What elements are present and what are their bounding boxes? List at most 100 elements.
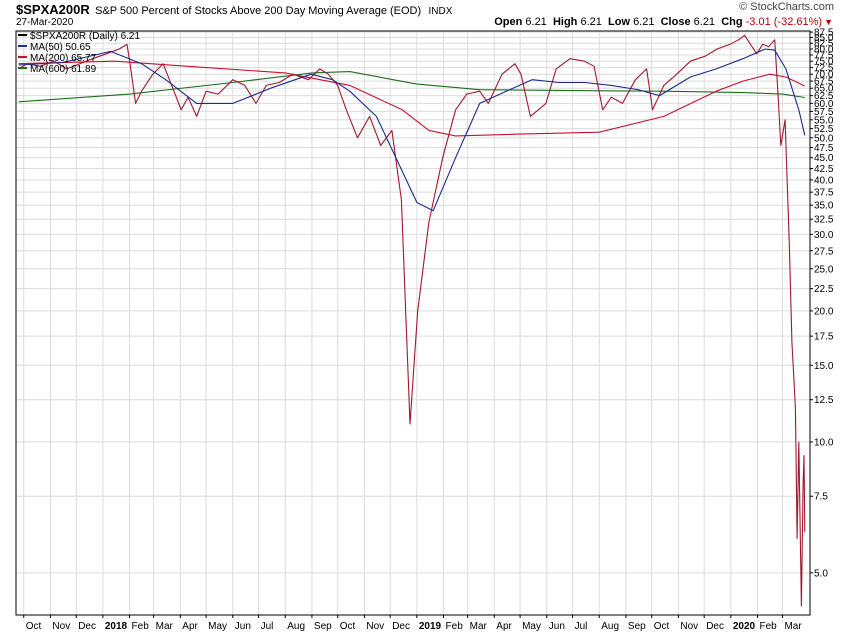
- price-line: [18, 34, 806, 607]
- exchange-label: INDX: [428, 6, 453, 17]
- y-tick-label: 42.5: [814, 164, 834, 175]
- x-tick-label: Mar: [784, 621, 802, 632]
- ma600-line: [18, 71, 805, 103]
- y-tick-label: 17.5: [814, 332, 834, 343]
- legend-item-ma200: MA(200) 65.77: [18, 53, 140, 64]
- plot-border: [15, 30, 811, 616]
- x-tick-label: Feb: [446, 621, 464, 632]
- y-tick-label: 75.0: [814, 57, 834, 68]
- y-tick-label: 67.5: [814, 77, 834, 88]
- y-tick-label: 87.5: [814, 28, 834, 39]
- x-tick-label: Apr: [496, 621, 512, 632]
- low-value: 6.21: [633, 16, 655, 28]
- x-tick-label: Nov: [52, 621, 70, 632]
- y-tick-label: 37.5: [814, 188, 834, 199]
- x-tick-label: Jul: [575, 621, 588, 632]
- y-tick-label: 22.5: [814, 284, 834, 295]
- chg-value: -3.01 (-32.61%): [745, 16, 823, 28]
- symbol: $SPXA200R: [16, 2, 90, 17]
- open-label: Open: [494, 16, 523, 28]
- legend-swatch-price: [18, 34, 27, 37]
- legend-swatch-ma200: [18, 56, 27, 59]
- y-tick-label: 20.0: [814, 306, 834, 317]
- x-tick-label: Aug: [601, 621, 619, 632]
- legend-item-price: $SPXA200R (Daily) 6.21: [18, 31, 140, 42]
- x-tick-label: Dec: [78, 621, 96, 632]
- legend-label-ma200: MA(200) 65.77: [30, 53, 97, 64]
- y-tick-label: 32.5: [814, 215, 834, 226]
- legend-item-ma50: MA(50) 50.65: [18, 42, 140, 53]
- y-tick-label: 52.5: [814, 124, 834, 135]
- y-tick-label: 10.0: [814, 437, 834, 448]
- x-tick-label: Feb: [760, 621, 778, 632]
- y-tick-label: 55.0: [814, 115, 834, 126]
- x-tick-label: May: [522, 621, 541, 632]
- chg-label: Chg: [721, 16, 743, 28]
- y-tick-label: 82.5: [814, 39, 834, 50]
- down-arrow-icon: ▼: [824, 17, 833, 27]
- close-label: Close: [660, 16, 691, 28]
- x-tick-label: Mar: [470, 621, 488, 632]
- x-tick-label: Jul: [261, 621, 274, 632]
- y-tick-label: 27.5: [814, 246, 834, 257]
- legend-label-ma600: MA(600) 61.89: [30, 64, 97, 75]
- high-label: High: [552, 16, 578, 28]
- low-label: Low: [608, 16, 630, 28]
- y-tick-label: 85.0: [814, 33, 834, 44]
- x-tick-label: Nov: [366, 621, 384, 632]
- chart-header: $SPXA200R S&P 500 Percent of Stocks Abov…: [0, 0, 850, 31]
- symbol-description: S&P 500 Percent of Stocks Above 200 Day …: [95, 5, 422, 17]
- legend-swatch-ma50: [18, 45, 27, 48]
- y-tick-label: 70.0: [814, 70, 834, 81]
- legend-label-ma50: MA(50) 50.65: [30, 42, 91, 53]
- x-tick-label: Apr: [182, 621, 198, 632]
- y-axis: 87.585.082.580.077.575.072.570.067.565.0…: [810, 28, 834, 579]
- series-layer: [18, 34, 806, 607]
- ma50-line: [18, 48, 806, 212]
- x-tick-label: 2018: [105, 621, 128, 632]
- x-tick-label: Oct: [340, 621, 356, 632]
- y-tick-label: 57.5: [814, 107, 834, 118]
- ma200-line: [18, 60, 806, 137]
- y-tick-label: 35.0: [814, 201, 834, 212]
- y-tick-label: 47.5: [814, 143, 834, 154]
- y-tick-label: 15.0: [814, 361, 834, 372]
- x-tick-label: Sep: [314, 621, 332, 632]
- y-tick-label: 7.5: [814, 492, 828, 503]
- x-tick-label: Dec: [392, 621, 410, 632]
- x-tick-label: Jun: [235, 621, 251, 632]
- legend-swatch-ma600: [18, 67, 27, 70]
- y-tick-label: 65.0: [814, 84, 834, 95]
- y-tick-label: 12.5: [814, 395, 834, 406]
- x-tick-label: Feb: [132, 621, 150, 632]
- y-tick-label: 80.0: [814, 45, 834, 56]
- y-tick-label: 5.0: [814, 568, 828, 579]
- close-value: 6.21: [693, 16, 716, 28]
- brand-logo: © StockCharts.com: [739, 1, 834, 13]
- x-tick-label: Mar: [156, 621, 174, 632]
- y-tick-label: 60.0: [814, 99, 834, 110]
- y-tick-label: 50.0: [814, 133, 834, 144]
- high-value: 6.21: [580, 16, 602, 28]
- y-tick-label: 25.0: [814, 264, 834, 275]
- open-value: 6.21: [525, 16, 547, 28]
- x-tick-label: May: [208, 621, 227, 632]
- legend: $SPXA200R (Daily) 6.21 MA(50) 50.65 MA(2…: [18, 31, 140, 75]
- y-tick-label: 40.0: [814, 175, 834, 186]
- x-axis: Oct Nov Dec 2018 Feb Mar Apr May Jun Jul Aug Sep Oct…: [23, 615, 802, 632]
- legend-label-price: $SPXA200R (Daily) 6.21: [30, 31, 141, 42]
- y-tick-label: 72.5: [814, 63, 834, 74]
- grid: [16, 31, 810, 615]
- x-tick-label: Jun: [549, 621, 565, 632]
- y-tick-label: 77.5: [814, 51, 834, 62]
- x-tick-label: Oct: [654, 621, 670, 632]
- x-tick-label: Dec: [706, 621, 724, 632]
- x-tick-label: Sep: [628, 621, 646, 632]
- y-tick-label: 62.5: [814, 91, 834, 102]
- y-tick-label: 30.0: [814, 230, 834, 241]
- x-tick-label: 2020: [733, 621, 756, 632]
- x-tick-label: Aug: [287, 621, 305, 632]
- x-tick-label: 2019: [419, 621, 442, 632]
- x-tick-label: Oct: [26, 621, 42, 632]
